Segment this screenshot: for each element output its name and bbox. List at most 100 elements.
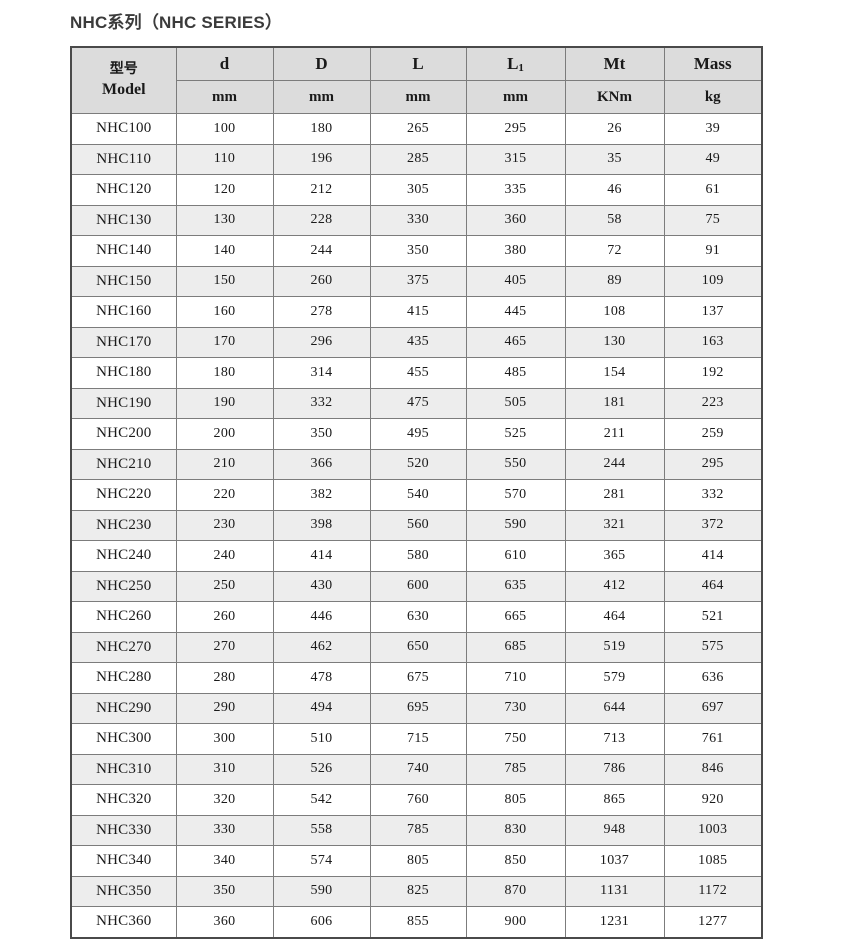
cell-outer-d: 606 (272, 906, 371, 938)
cell-model: NHC170 (70, 326, 177, 358)
cell-mass: 521 (663, 601, 763, 633)
cell-length-l1: 315 (465, 143, 566, 175)
cell-mass: 414 (663, 540, 763, 572)
cell-d: 330 (175, 814, 274, 846)
table-row: NHC230 230 398 560 590 321 372 (70, 509, 763, 541)
cell-mass: 372 (663, 509, 763, 541)
cell-outer-d: 398 (272, 509, 371, 541)
cell-d: 140 (175, 235, 274, 267)
cell-length-l1: 525 (465, 418, 566, 450)
cell-outer-d: 196 (272, 143, 371, 175)
cell-length-l: 415 (369, 296, 467, 328)
cell-outer-d: 366 (272, 448, 371, 480)
cell-length-l: 350 (369, 235, 467, 267)
cell-length-l1: 750 (465, 723, 566, 755)
cell-torque-mt: 35 (564, 143, 665, 175)
table-row: NHC340 340 574 805 850 1037 1085 (70, 845, 763, 877)
cell-outer-d: 446 (272, 601, 371, 633)
cell-torque-mt: 89 (564, 265, 665, 297)
cell-torque-mt: 72 (564, 235, 665, 267)
cell-model: NHC220 (70, 479, 177, 511)
column-header-L1: L1 (465, 46, 566, 81)
cell-length-l: 825 (369, 875, 467, 907)
table-row: NHC360 360 606 855 900 1231 1277 (70, 906, 763, 938)
table-row: NHC200 200 350 495 525 211 259 (70, 418, 763, 450)
cell-d: 160 (175, 296, 274, 328)
cell-length-l: 495 (369, 418, 467, 450)
table-row: NHC270 270 462 650 685 519 575 (70, 631, 763, 663)
table-row: NHC290 290 494 695 730 644 697 (70, 692, 763, 724)
cell-outer-d: 574 (272, 845, 371, 877)
cell-d: 260 (175, 601, 274, 633)
cell-torque-mt: 1231 (564, 906, 665, 938)
column-header-model-en: Model (101, 81, 146, 99)
cell-mass: 137 (663, 296, 763, 328)
cell-torque-mt: 211 (564, 418, 665, 450)
cell-torque-mt: 365 (564, 540, 665, 572)
cell-mass: 61 (663, 174, 763, 206)
cell-length-l1: 685 (465, 631, 566, 663)
cell-mass: 1085 (663, 845, 763, 877)
cell-torque-mt: 1131 (564, 875, 665, 907)
cell-outer-d: 558 (272, 814, 371, 846)
cell-torque-mt: 948 (564, 814, 665, 846)
cell-d: 230 (175, 509, 274, 541)
cell-length-l: 520 (369, 448, 467, 480)
column-unit-mass: kg (663, 80, 763, 114)
table-row: NHC150 150 260 375 405 89 109 (70, 265, 763, 297)
cell-model: NHC160 (70, 296, 177, 328)
cell-mass: 575 (663, 631, 763, 663)
cell-outer-d: 526 (272, 753, 371, 785)
column-unit-L1: mm (465, 80, 566, 114)
column-unit-L: mm (369, 80, 467, 114)
cell-torque-mt: 58 (564, 204, 665, 236)
cell-length-l: 740 (369, 753, 467, 785)
cell-mass: 75 (663, 204, 763, 236)
table-row: NHC160 160 278 415 445 108 137 (70, 296, 763, 328)
cell-d: 300 (175, 723, 274, 755)
cell-d: 350 (175, 875, 274, 907)
cell-model: NHC260 (70, 601, 177, 633)
cell-mass: 192 (663, 357, 763, 389)
cell-outer-d: 228 (272, 204, 371, 236)
cell-d: 210 (175, 448, 274, 480)
cell-torque-mt: 130 (564, 326, 665, 358)
cell-length-l: 630 (369, 601, 467, 633)
cell-length-l: 435 (369, 326, 467, 358)
cell-mass: 91 (663, 235, 763, 267)
cell-model: NHC190 (70, 387, 177, 419)
cell-model: NHC300 (70, 723, 177, 755)
cell-model: NHC230 (70, 509, 177, 541)
cell-model: NHC290 (70, 692, 177, 724)
cell-outer-d: 590 (272, 875, 371, 907)
cell-torque-mt: 108 (564, 296, 665, 328)
cell-length-l1: 335 (465, 174, 566, 206)
cell-length-l1: 405 (465, 265, 566, 297)
cell-model: NHC250 (70, 570, 177, 602)
cell-d: 100 (175, 113, 274, 145)
column-symbol-d: d (219, 54, 230, 73)
cell-length-l1: 850 (465, 845, 566, 877)
cell-d: 120 (175, 174, 274, 206)
cell-torque-mt: 1037 (564, 845, 665, 877)
cell-mass: 697 (663, 692, 763, 724)
column-symbol-mt: Mt (603, 54, 626, 73)
column-header-model: 型号 Model (70, 46, 177, 114)
table-row: NHC190 190 332 475 505 181 223 (70, 387, 763, 419)
cell-mass: 295 (663, 448, 763, 480)
cell-d: 110 (175, 143, 274, 175)
column-header-mt: Mt (564, 46, 665, 81)
cell-length-l1: 590 (465, 509, 566, 541)
cell-d: 190 (175, 387, 274, 419)
cell-length-l1: 900 (465, 906, 566, 938)
cell-outer-d: 278 (272, 296, 371, 328)
cell-length-l1: 635 (465, 570, 566, 602)
cell-model: NHC200 (70, 418, 177, 450)
cell-length-l: 650 (369, 631, 467, 663)
cell-torque-mt: 244 (564, 448, 665, 480)
cell-torque-mt: 519 (564, 631, 665, 663)
cell-mass: 259 (663, 418, 763, 450)
cell-model: NHC330 (70, 814, 177, 846)
column-symbol-L: L (412, 54, 424, 73)
cell-length-l: 560 (369, 509, 467, 541)
